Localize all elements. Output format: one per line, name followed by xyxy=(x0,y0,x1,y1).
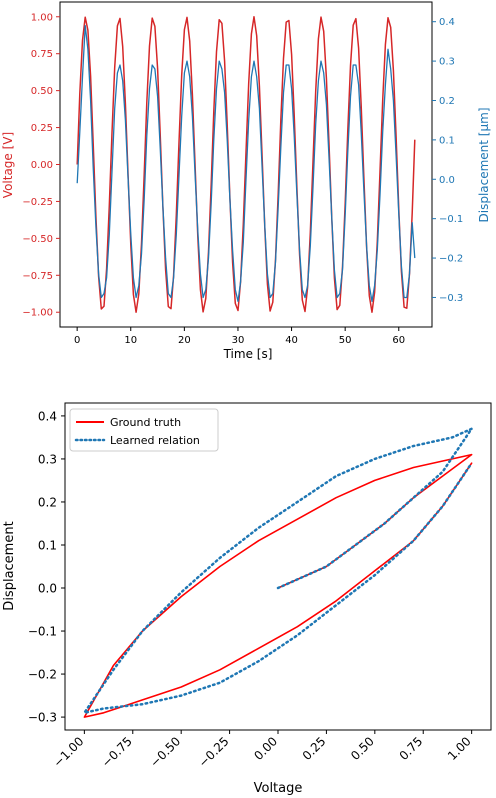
x-tick-label: 40 xyxy=(285,335,298,346)
legend-label-learned-relation: Learned relation xyxy=(110,434,200,447)
y-tick-label-right: −0.1 xyxy=(439,214,463,225)
y-tick-label: −0.3 xyxy=(28,711,57,725)
time-x-axis-label: Time [s] xyxy=(223,347,273,361)
y-tick-label: 0.0 xyxy=(38,582,57,596)
time-x-ticks: 0 10 20 30 40 50 60 xyxy=(74,327,405,346)
y-tick-label-right: 0.4 xyxy=(439,17,455,28)
legend-label-ground-truth: Ground truth xyxy=(110,416,181,429)
voltage-y-axis-label: Voltage [V] xyxy=(1,132,15,198)
legend: Ground truth Learned relation xyxy=(69,408,219,452)
y-tick-label-right: −0.2 xyxy=(439,254,463,265)
y-tick-label: 0.25 xyxy=(31,123,53,134)
series-line-learned-relation xyxy=(83,427,473,715)
y-tick-label: −0.25 xyxy=(22,197,53,208)
y-tick-label: 0.3 xyxy=(38,452,57,466)
displacement-y-axis-label-bottom: Displacement xyxy=(2,521,17,610)
y-tick-label: −0.2 xyxy=(28,668,57,682)
y-tick-label: 0.00 xyxy=(31,160,53,171)
y-tick-label-right: 0.2 xyxy=(439,96,455,107)
y-tick-label: 0.50 xyxy=(31,86,53,97)
x-tick-label: 10 xyxy=(124,335,137,346)
y-tick-label: −0.75 xyxy=(22,271,53,282)
y-tick-label: 0.1 xyxy=(38,538,57,552)
y-tick-label: 0.2 xyxy=(38,495,57,509)
time-series-panel: 0 10 20 30 40 50 60 −1.00 −0.75 −0.50 −0.25 0.00 0.… xyxy=(1,1,491,361)
displacement-y-axis-label: Displacement [μm] xyxy=(477,108,491,223)
series-line-displacement xyxy=(76,24,416,303)
y-tick-label-right: 0.1 xyxy=(439,135,455,146)
y-tick-label: 1.00 xyxy=(31,12,53,23)
hysteresis-lines xyxy=(83,427,473,718)
legend-box xyxy=(69,408,219,452)
y-tick-label-right: 0.3 xyxy=(439,57,455,68)
x-tick-label: 0 xyxy=(74,335,80,346)
y-tick-label: −0.50 xyxy=(22,234,53,245)
displacement-y-ticks: −0.3 −0.2 −0.1 0.0 0.1 0.2 0.3 0.4 xyxy=(432,17,463,304)
x-tick-label: 60 xyxy=(392,335,405,346)
voltage-y-ticks: −1.00 −0.75 −0.50 −0.25 0.00 0.25 0.50 0.75 1.00 xyxy=(22,12,60,319)
x-tick-label: 20 xyxy=(178,335,191,346)
y-tick-label: 0.75 xyxy=(31,49,53,60)
x-tick-label: 30 xyxy=(232,335,245,346)
series-line-voltage xyxy=(76,16,416,313)
x-tick-label: 50 xyxy=(339,335,352,346)
y-tick-label: 0.4 xyxy=(38,409,57,423)
displacement-y-ticks-bottom: −0.3 −0.2 −0.1 0.0 0.1 0.2 0.3 0.4 xyxy=(28,409,65,725)
voltage-x-axis-label: Voltage xyxy=(254,781,303,796)
y-tick-label: −1.00 xyxy=(22,308,53,319)
y-tick-label: −0.1 xyxy=(28,625,57,639)
y-tick-label-right: −0.3 xyxy=(439,293,463,304)
time-series-lines xyxy=(76,16,416,313)
y-tick-label-right: 0.0 xyxy=(439,175,455,186)
